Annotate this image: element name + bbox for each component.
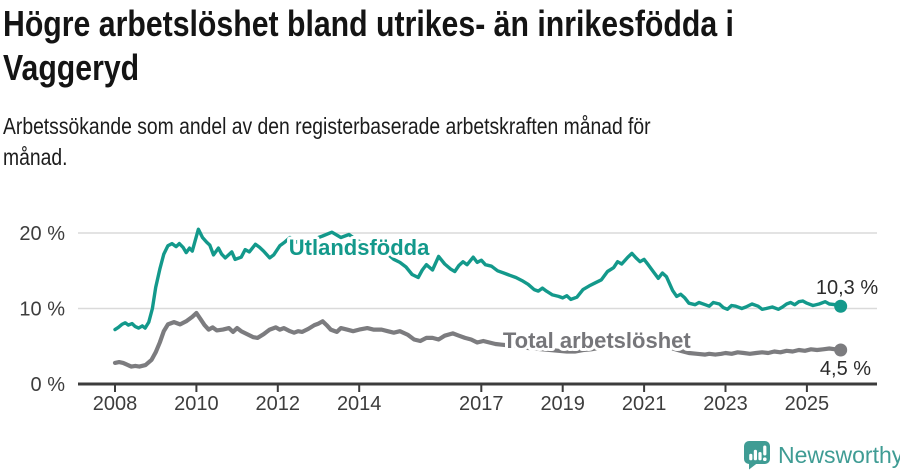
end-value-label-total-arbetsloshet: 4,5 % <box>820 358 871 380</box>
series-utlandsfodda-line <box>113 227 843 332</box>
end-value-label-utlandsfodda: 10,3 % <box>816 277 878 299</box>
newsworthy-wordmark: Newsworthy <box>778 442 900 468</box>
line-chart: 2008 2010 2012 2014 2017 2019 2021 2023 2025 0 % 1… <box>19 223 880 415</box>
y-tick-label-20: 20 % <box>19 223 65 245</box>
series-utlandsfodda-endpoint <box>834 299 848 313</box>
chart-title: Högre arbetslöshet bland utrikes- än inr… <box>3 3 734 88</box>
x-tick-label-2021: 2021 <box>622 393 667 415</box>
x-tick-label-2008: 2008 <box>93 393 138 415</box>
newsworthy-logo: Newsworthy <box>744 441 900 470</box>
series-label-utlandsfodda: Utlandsfödda <box>289 235 430 260</box>
x-tick-label-2025: 2025 <box>785 393 830 415</box>
series-label-total-arbetsloshet: Total arbetslöshet <box>503 328 692 353</box>
y-tick-label-0: 0 % <box>31 374 66 396</box>
x-tick-label-2012: 2012 <box>256 393 301 415</box>
x-tick-label-2014: 2014 <box>337 393 382 415</box>
y-tick-label-10: 10 % <box>19 299 65 321</box>
series-total-arbetsloshet-line <box>112 310 843 369</box>
x-tick-label-2019: 2019 <box>540 393 585 415</box>
newsworthy-icon <box>744 441 770 470</box>
x-tick-label-2017: 2017 <box>459 393 504 415</box>
x-tick-label-2023: 2023 <box>703 393 748 415</box>
series-total-arbetsloshet-endpoint <box>834 343 848 357</box>
chart-subtitle: Arbetssökande som andel av den registerb… <box>3 113 651 170</box>
x-tick-label-2010: 2010 <box>174 393 219 415</box>
